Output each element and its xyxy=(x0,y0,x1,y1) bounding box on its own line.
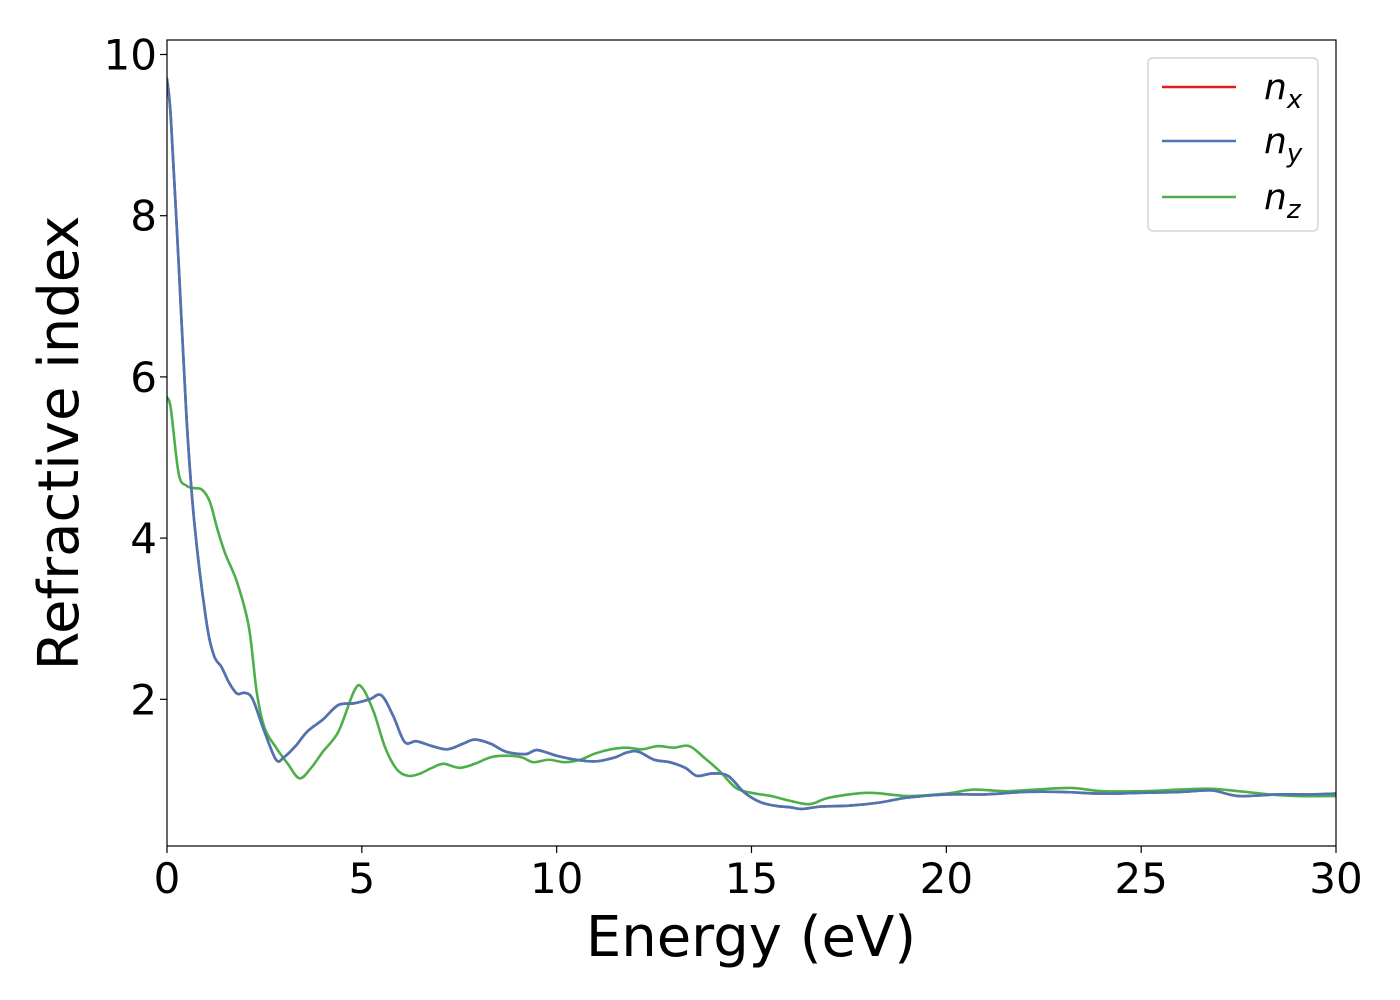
legend-entry-y: ny xyxy=(1162,121,1303,169)
legend: nx ny nz xyxy=(1147,57,1319,232)
y-tick-label: 10 xyxy=(104,31,157,80)
legend-label: nz xyxy=(1264,177,1302,225)
series-line-y xyxy=(167,77,1336,811)
x-tick-label: 30 xyxy=(1309,854,1362,903)
legend-box xyxy=(1147,57,1319,232)
x-tick-label: 10 xyxy=(530,854,583,903)
x-tick-label: 20 xyxy=(920,854,973,903)
series-layer xyxy=(167,77,1336,811)
x-tick-label: 15 xyxy=(725,854,778,903)
legend-label: ny xyxy=(1264,121,1303,169)
legend-entry-x: nx xyxy=(1162,67,1303,115)
legend-entry-z: nz xyxy=(1162,177,1302,225)
series-line-z xyxy=(167,395,1336,806)
y-tick-label: 6 xyxy=(130,353,157,402)
y-tick-label: 8 xyxy=(130,192,157,241)
x-tick-label: 25 xyxy=(1114,854,1167,903)
x-axis: 0 5 10 15 20 25 30 xyxy=(154,846,1363,903)
y-tick-label: 2 xyxy=(130,675,157,724)
y-axis-label: Refractive index xyxy=(27,216,92,671)
x-tick-label: 5 xyxy=(348,854,375,903)
y-tick-label: 4 xyxy=(130,514,157,563)
y-axis: 2 4 6 8 10 xyxy=(104,31,167,724)
legend-label: nx xyxy=(1264,67,1303,115)
x-tick-label: 0 xyxy=(154,854,181,903)
x-axis-label: Energy (eV) xyxy=(586,905,916,970)
